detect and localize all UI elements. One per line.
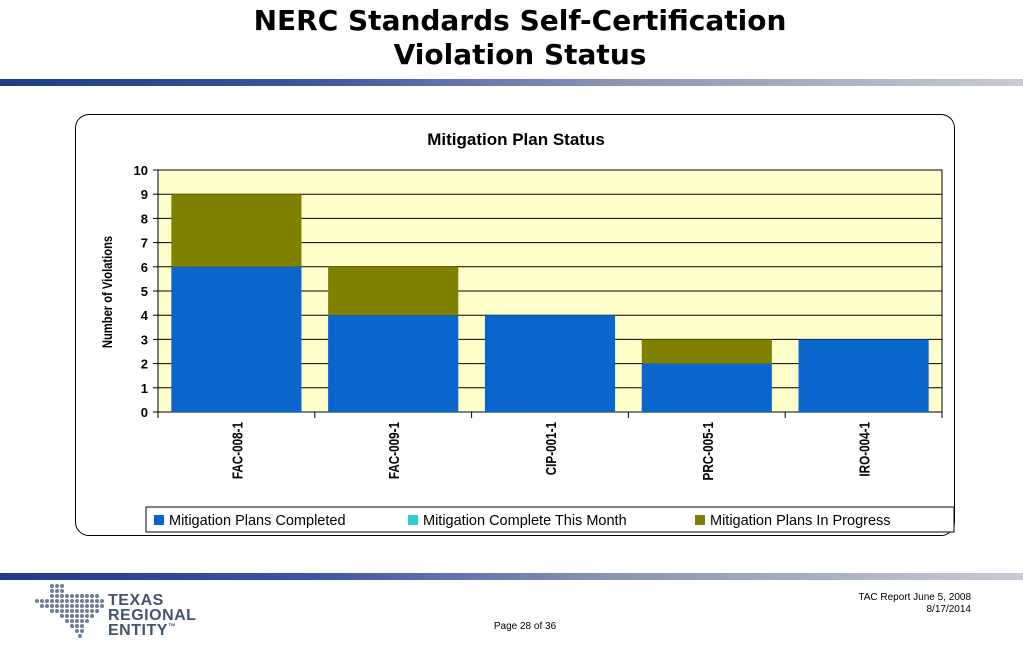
legend-box bbox=[145, 506, 955, 533]
y-tick-label: 10 bbox=[134, 163, 148, 178]
logo-line3-text: ENTITY bbox=[108, 622, 168, 639]
y-tick-label: 3 bbox=[141, 332, 148, 347]
tre-logo: TEXAS REGIONAL ENTITY™ bbox=[32, 580, 222, 642]
x-tick-label: FAC-009-1 bbox=[386, 422, 403, 480]
chart-title: Mitigation Plan Status bbox=[427, 130, 605, 149]
logo-trademark: ™ bbox=[167, 622, 177, 631]
bar-fac-009-1-series-2 bbox=[328, 266, 459, 316]
x-tick-label: IRO-004-1 bbox=[856, 422, 873, 477]
bar-fac-008-1-series-0 bbox=[171, 266, 302, 412]
bar-prc-005-1-series-0 bbox=[641, 363, 772, 412]
x-tick-label: CIP-001-1 bbox=[543, 422, 560, 476]
page-title-line2: Violation Status bbox=[393, 38, 647, 71]
bars bbox=[171, 194, 929, 412]
logo-line2: REGIONAL bbox=[108, 607, 197, 624]
bar-cip-001-1-series-0 bbox=[484, 315, 616, 412]
logo-line1: TEXAS bbox=[108, 592, 164, 609]
y-tick-label: 7 bbox=[141, 236, 148, 251]
bar-prc-005-1-series-2 bbox=[641, 339, 772, 364]
x-tick-label: PRC-005-1 bbox=[699, 422, 716, 481]
x-axis-ticks: FAC-008-1 FAC-009-1 CIP-001-1 PRC-005-1 IRO-… bbox=[157, 412, 943, 481]
legend-label: Mitigation Plans Completed bbox=[169, 513, 346, 529]
footer-date-block: TAC Report June 5, 2008 8/17/2014 bbox=[858, 592, 971, 616]
legend-label: Mitigation Plans In Progress bbox=[710, 513, 891, 529]
footer-date: 8/17/2014 bbox=[926, 604, 972, 615]
footer-report: TAC Report June 5, 2008 bbox=[858, 592, 971, 603]
page-title: NERC Standards Self-Certification Violat… bbox=[0, 4, 1023, 72]
texas-map-icon bbox=[35, 584, 104, 638]
y-tick-label: 1 bbox=[141, 381, 148, 396]
y-axis-ticks: 0 1 2 3 4 5 6 7 8 9 10 bbox=[134, 163, 158, 420]
logo-line3: ENTITY™ bbox=[108, 622, 176, 640]
footer-rule bbox=[0, 573, 1023, 580]
header-rule bbox=[0, 79, 1023, 86]
y-tick-label: 8 bbox=[141, 211, 148, 226]
legend-swatch bbox=[154, 515, 164, 525]
y-tick-label: 4 bbox=[141, 308, 149, 323]
bar-fac-009-1-series-0 bbox=[328, 315, 459, 412]
legend-label: Mitigation Complete This Month bbox=[423, 513, 627, 529]
page-title-line1: NERC Standards Self-Certification bbox=[253, 4, 787, 37]
y-tick-label: 6 bbox=[141, 260, 148, 275]
y-tick-label: 2 bbox=[141, 357, 148, 372]
y-axis-label: Number of Violations bbox=[100, 236, 115, 348]
y-tick-label: 9 bbox=[141, 187, 148, 202]
legend: Mitigation Plans Completed Mitigation Com… bbox=[145, 506, 955, 533]
y-tick-label: 0 bbox=[141, 405, 148, 420]
y-tick-label: 5 bbox=[141, 284, 148, 299]
legend-swatch bbox=[408, 515, 418, 525]
bar-fac-008-1-series-2 bbox=[171, 194, 302, 267]
x-tick-label: FAC-008-1 bbox=[229, 422, 246, 480]
page-number: Page 28 of 36 bbox=[493, 621, 557, 632]
legend-swatch bbox=[695, 515, 705, 525]
bar-iro-004-1-series-0 bbox=[798, 339, 929, 412]
